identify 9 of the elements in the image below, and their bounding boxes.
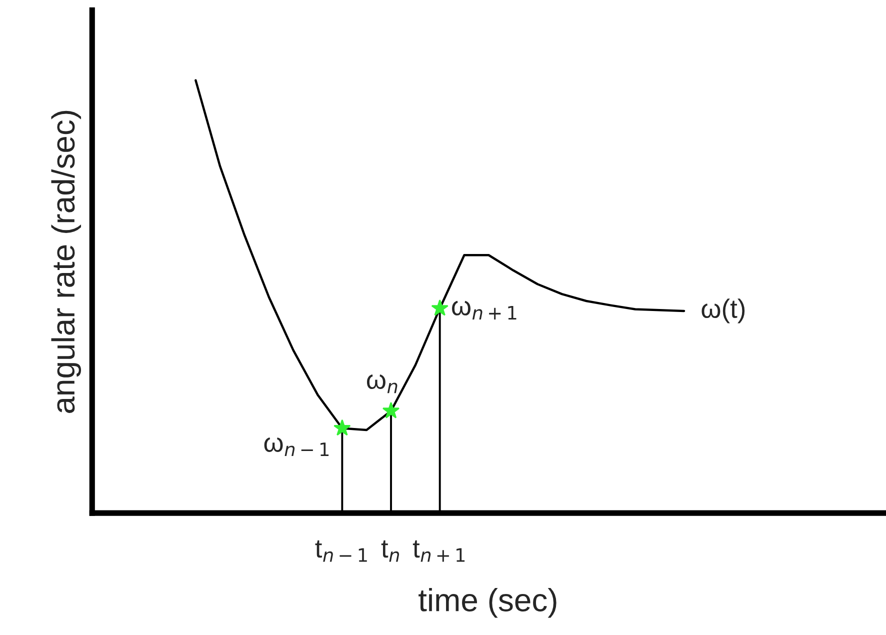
x-tick-label: t$_{n}$	[381, 540, 400, 562]
x-axis-title: time (sec)	[418, 588, 556, 618]
y-axis-title: angular rate (rad/sec)	[51, 110, 82, 413]
annotation: ω$_{n+1}$	[452, 300, 516, 320]
series-label: ω(t)	[702, 298, 745, 324]
annotation: ω$_{n−1}$	[264, 437, 329, 456]
x-tick-label: t$_{n−1}$	[315, 540, 367, 562]
annotation: ω$_{n}$	[366, 374, 398, 394]
x-tick-label: t$_{n+1}$	[412, 540, 465, 562]
